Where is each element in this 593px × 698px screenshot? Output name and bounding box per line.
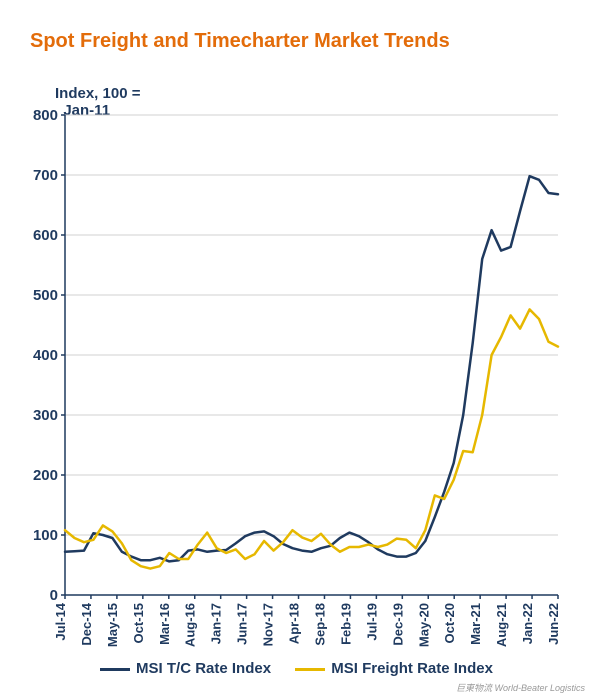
svg-text:Oct-15: Oct-15: [131, 603, 146, 643]
svg-text:Mar-21: Mar-21: [468, 603, 483, 645]
chart-area: 0100200300400500600700800Jul-14Dec-14May…: [20, 105, 573, 615]
svg-text:500: 500: [33, 287, 58, 304]
svg-text:May-20: May-20: [416, 603, 431, 647]
svg-text:Feb-19: Feb-19: [338, 603, 353, 645]
svg-text:Jun-17: Jun-17: [235, 603, 250, 645]
svg-text:Dec-19: Dec-19: [390, 603, 405, 646]
svg-text:Jan-17: Jan-17: [209, 603, 224, 644]
svg-text:400: 400: [33, 347, 58, 364]
svg-text:Mar-16: Mar-16: [157, 603, 172, 645]
svg-text:Aug-16: Aug-16: [183, 603, 198, 647]
legend-label-tc: MSI T/C Rate Index: [136, 660, 271, 677]
svg-text:Sep-18: Sep-18: [312, 603, 327, 646]
svg-text:Dec-14: Dec-14: [79, 602, 94, 645]
legend-swatch-tc: [100, 668, 130, 671]
legend-item-tc: MSI T/C Rate Index: [100, 660, 271, 677]
svg-text:Nov-17: Nov-17: [261, 603, 276, 646]
watermark: 巨東物流 World-Beater Logistics: [456, 681, 585, 694]
svg-text:Jan-22: Jan-22: [520, 603, 535, 644]
svg-text:Oct-20: Oct-20: [442, 603, 457, 643]
legend-item-freight: MSI Freight Rate Index: [295, 660, 493, 677]
svg-text:700: 700: [33, 167, 58, 184]
svg-text:Jul-14: Jul-14: [53, 602, 68, 640]
chart-title: Spot Freight and Timecharter Market Tren…: [30, 30, 450, 53]
svg-text:Jun-22: Jun-22: [546, 603, 561, 645]
svg-text:600: 600: [33, 227, 58, 244]
svg-text:100: 100: [33, 527, 58, 544]
legend-label-freight: MSI Freight Rate Index: [331, 660, 493, 677]
svg-text:Apr-18: Apr-18: [287, 603, 302, 644]
svg-text:Aug-21: Aug-21: [494, 603, 509, 647]
svg-text:Jul-19: Jul-19: [364, 603, 379, 641]
legend-swatch-freight: [295, 668, 325, 671]
legend: MSI T/C Rate Index MSI Freight Rate Inde…: [0, 660, 593, 677]
svg-text:0: 0: [50, 587, 58, 604]
line-chart-svg: 0 100 200 300 400 500 600 700 800 Jul-14 Dec-14 May…: [20, 105, 573, 665]
svg-text:300: 300: [33, 407, 58, 424]
svg-text:200: 200: [33, 467, 58, 484]
svg-text:800: 800: [33, 107, 58, 124]
svg-text:May-15: May-15: [105, 603, 120, 647]
